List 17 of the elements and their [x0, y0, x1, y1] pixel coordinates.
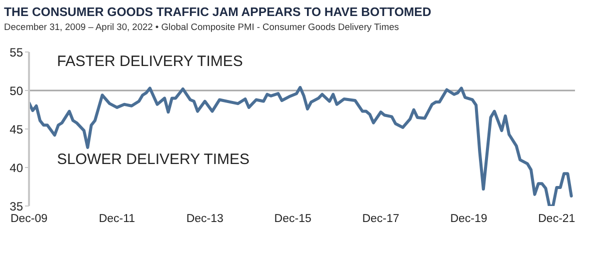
- y-tick-label: 55: [10, 45, 24, 60]
- annotation: SLOWER DELIVERY TIMES: [57, 150, 250, 168]
- x-tick-label: Dec-19: [450, 213, 488, 226]
- x-tick-label: Dec-15: [274, 213, 312, 226]
- y-tick-label: 45: [10, 122, 24, 136]
- y-tick-label: 50: [10, 84, 24, 98]
- chart-title: THE CONSUMER GOODS TRAFFIC JAM APPEARS TO HAVE BOTTOMED: [4, 5, 432, 19]
- annotation: FASTER DELIVERY TIMES: [57, 53, 243, 70]
- y-tick-label: 40: [10, 160, 24, 175]
- chart-subtitle: December 31, 2009 – April 30, 2022 • Global Composite PMI - Consumer Goods Delivery Times: [4, 22, 399, 32]
- line-series: [29, 86, 573, 206]
- x-tick-label: Dec-11: [98, 213, 136, 226]
- x-tick-label: Dec-17: [362, 213, 400, 226]
- x-tick-label: Dec-21: [538, 213, 576, 226]
- x-tick-label: Dec-09: [10, 213, 48, 226]
- y-tick-label: 35: [10, 199, 24, 214]
- x-tick-label: Dec-13: [186, 213, 224, 226]
